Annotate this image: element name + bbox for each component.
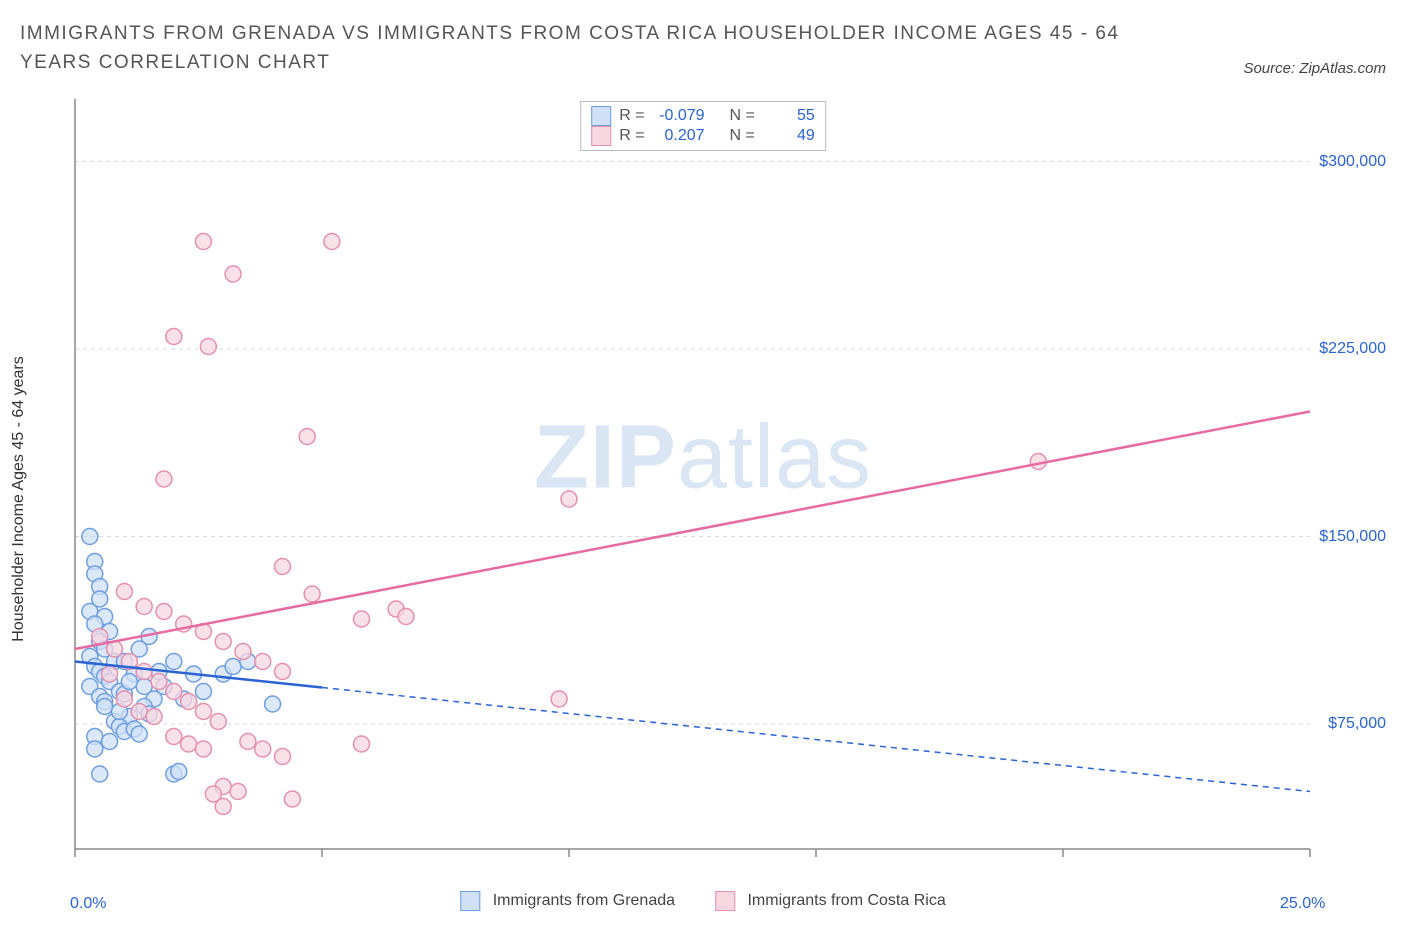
series-legend: Immigrants from Grenada Immigrants from … — [460, 891, 945, 911]
legend-item-costarica: Immigrants from Costa Rica — [715, 891, 946, 911]
legend-row-costarica: R = 0.207 N = 49 — [591, 126, 815, 146]
chart-title: IMMIGRANTS FROM GRENADA VS IMMIGRANTS FR… — [20, 20, 1120, 77]
correlation-legend: R = -0.079 N = 55 R = 0.207 N = 49 — [580, 101, 826, 151]
swatch-icon — [460, 891, 480, 911]
swatch-icon — [715, 891, 735, 911]
source-label: Source: ZipAtlas.com — [1243, 60, 1386, 77]
y-tick-label: $300,000 — [1319, 153, 1386, 171]
y-tick-label: $75,000 — [1328, 715, 1386, 733]
swatch-icon — [591, 126, 611, 146]
legend-item-grenada: Immigrants from Grenada — [460, 891, 675, 911]
x-axis-max-label: 25.0% — [1280, 895, 1325, 913]
y-tick-label: $150,000 — [1319, 528, 1386, 546]
x-axis-min-label: 0.0% — [70, 895, 106, 913]
chart-container: Householder Income Ages 45 - 64 years ZI… — [20, 89, 1386, 909]
scatter-chart — [20, 89, 1386, 899]
swatch-icon — [591, 106, 611, 126]
legend-row-grenada: R = -0.079 N = 55 — [591, 106, 815, 126]
y-tick-label: $225,000 — [1319, 340, 1386, 358]
y-axis-label: Householder Income Ages 45 - 64 years — [10, 356, 28, 642]
